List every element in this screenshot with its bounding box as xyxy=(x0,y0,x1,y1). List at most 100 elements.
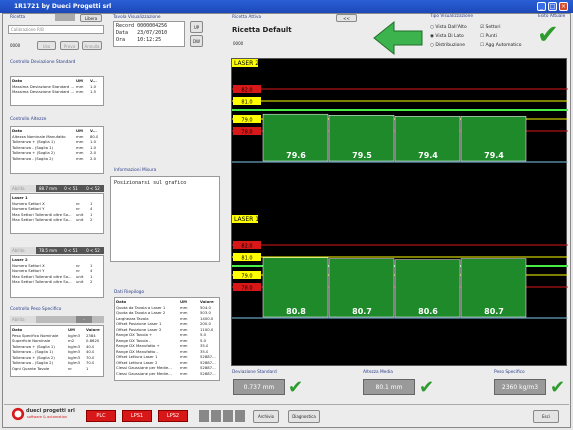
cell: 2.0 xyxy=(90,150,97,155)
laser1-tab-s2[interactable]: 0 < 52 xyxy=(86,186,100,191)
cell: mm xyxy=(76,155,84,161)
col-dato: Dato xyxy=(12,327,23,332)
down-button[interactable]: DW xyxy=(190,35,203,47)
laser1-tab-mm[interactable]: 88.7 mm xyxy=(39,186,57,191)
table-row[interactable]: Max Settori Tolleranti oltre So... unit 2 xyxy=(12,279,102,285)
laser-title: LASER 2 xyxy=(234,60,259,67)
dev-result-value: 0.737 mm xyxy=(233,379,285,395)
back-button[interactable]: << xyxy=(336,14,357,22)
col-val: V... xyxy=(90,78,97,83)
cell: 52887... xyxy=(200,365,216,370)
cell: 70.0 xyxy=(86,354,95,360)
table-row[interactable]: Offset Posizione Laser 2 mm 1100.0 xyxy=(116,327,218,333)
cell: unit xyxy=(76,211,84,217)
cell: 504.0 xyxy=(200,304,211,310)
radio-distribuzione[interactable]: ○ Distribuzione xyxy=(430,43,465,48)
table-row[interactable]: Range DX Tavola - mm 5.0 xyxy=(116,338,218,344)
check-agg-auto[interactable]: ☐ Agg Automatico xyxy=(480,43,522,48)
measure-chart[interactable]: LASER 2 82.0 81.0 79.0 78.0 79.6 79.5 79.4 79.4 L… xyxy=(231,58,568,366)
table-row[interactable]: Superficie Nominale m2 0.8620 xyxy=(12,338,102,344)
table-row[interactable]: Quota da Tavola a Laser 1 mm 504.0 xyxy=(116,305,218,311)
bar xyxy=(394,259,461,318)
table-row[interactable]: Max Settori Tolleranti oltre So... unit 1 xyxy=(12,274,102,280)
prova-button[interactable]: Prova xyxy=(60,41,79,50)
chart-svg: LASER 2 82.0 81.0 79.0 78.0 79.6 79.5 79.4 79.4 L… xyxy=(232,59,568,319)
table-row[interactable]: Tolleranza + (Soglia 2) kg/m3 70.0 xyxy=(12,355,102,361)
table-row[interactable]: Numero Settori X nr 1 xyxy=(12,201,102,207)
arrow-left-icon[interactable] xyxy=(372,20,424,56)
table-row[interactable]: Tolleranza - (Soglia 2) kg/m3 70.0 xyxy=(12,360,102,366)
cell: Offset Posizione Laser 2 xyxy=(116,326,162,332)
lps2-button[interactable]: LPS2 xyxy=(158,410,188,422)
peso-minus-button[interactable]: - xyxy=(76,316,92,323)
table-row[interactable]: Offset Lettura Laser 1 mm 52887... xyxy=(116,354,218,360)
check-punti[interactable]: ☐ Punti xyxy=(480,34,497,39)
cell: kg/m3 xyxy=(68,332,81,338)
bar xyxy=(394,116,461,162)
table-row[interactable]: Offset Posizione Laser 1 mm 200.0 xyxy=(116,321,218,327)
check-agg-auto-label: Agg Automatico xyxy=(485,43,522,48)
table-row[interactable]: Numero Settori Y nr 4 xyxy=(12,206,102,212)
table-row[interactable]: Max Settori Tolleranti oltre So... unit 1 xyxy=(12,212,102,218)
table-row[interactable]: Tolleranza - (Soglia 1) kg/m3 40.0 xyxy=(12,349,102,355)
table-row[interactable]: Peso Specifico Nominale kg/m3 2384 xyxy=(12,333,102,339)
esci-button[interactable]: Esci xyxy=(533,410,559,423)
table-row[interactable]: Max Settori Tolleranti oltre So... unit 2 xyxy=(12,217,102,223)
peso-result-label: Peso Specifico xyxy=(494,370,525,375)
table-row[interactable]: Larghezza Tavola mm 1400.0 xyxy=(116,316,218,322)
table-row[interactable]: Tolleranza + (Soglia 1) mm 1.0 xyxy=(12,139,102,145)
ricetta-select[interactable]: Calibrazione R/B xyxy=(8,25,104,34)
threshold-label: 78.0 xyxy=(241,130,252,136)
uso-button[interactable]: Uso xyxy=(37,41,56,50)
archivio-button[interactable]: Archivio xyxy=(253,410,279,423)
table-row[interactable]: Massima Deviazione Standard ... mm 1.5 xyxy=(12,89,102,95)
table-row[interactable]: Range DX Manufatto - mm 35.0 xyxy=(116,349,218,355)
lps1-button[interactable]: LPS1 xyxy=(122,410,152,422)
radio-vista-alto[interactable]: ○ Vista Dall'Alto xyxy=(430,25,467,30)
table-row[interactable]: Quota da Tavola a Laser 2 mm 503.0 xyxy=(116,310,218,316)
minimize-button[interactable]: _ xyxy=(537,2,546,11)
laser2-tab-s1[interactable]: 0 < 51 xyxy=(64,248,78,253)
table-row[interactable]: Tolleranza - (Soglia 2) mm 2.0 xyxy=(12,156,102,162)
peso-abilita-tab[interactable]: Abilita xyxy=(10,316,36,323)
table-row[interactable]: Range DX Manufatto + mm 35.0 xyxy=(116,343,218,349)
status-led-1 xyxy=(199,410,209,422)
cell: Tolleranza + (Soglia 2) xyxy=(12,354,55,360)
cell: 1.0 xyxy=(90,144,97,150)
table-row[interactable]: Clessi Gaussiane per Medie... mm 52887... xyxy=(116,371,218,377)
cell: 1 xyxy=(86,365,89,371)
plc-button[interactable]: PLC xyxy=(86,410,116,422)
cell: 1 xyxy=(90,200,93,206)
table-row[interactable]: Range DX Tavola + mm 5.0 xyxy=(116,332,218,338)
table-row[interactable]: Tolleranza + (Soglia 2) mm 2.0 xyxy=(12,150,102,156)
check-settori[interactable]: ☑ Settori xyxy=(480,25,501,30)
table-row[interactable]: Tolleranza + (Soglia 1) kg/m3 40.0 xyxy=(12,344,102,350)
bar-value-label: 80.7 xyxy=(352,307,372,316)
col-um: UM xyxy=(180,299,187,304)
table-row[interactable]: Numero Settori Y nr 4 xyxy=(12,268,102,274)
cell: mm xyxy=(76,89,84,94)
table-row[interactable]: Clessi Gaussiane per Medie... mm 52887... xyxy=(116,365,218,371)
annulla-button[interactable]: Annulla xyxy=(82,41,102,50)
up-button[interactable]: UP xyxy=(190,21,203,33)
table-row[interactable]: Offset Lettura Laser 2 mm 52887... xyxy=(116,360,218,366)
libera-button[interactable]: Libera xyxy=(80,14,102,22)
laser2-tab-mm[interactable]: 78.5 mm xyxy=(39,248,57,253)
table-row[interactable]: Ogni Quante Tavole nr 1 xyxy=(12,366,102,372)
diagnostica-button[interactable]: Diagnostica xyxy=(288,410,320,423)
table-row[interactable]: Tolleranza - (Soglia 1) mm 1.0 xyxy=(12,145,102,151)
col-um: UM xyxy=(76,78,83,83)
table-row[interactable]: Massima Deviazione Standard ... mm 1.0 xyxy=(12,84,102,90)
radio-vista-lato[interactable]: ◉ Vista Di Lato xyxy=(430,34,464,39)
table-row[interactable]: Numero Settori X nr 1 xyxy=(12,263,102,269)
laser2-abilita-tab[interactable]: Abilita xyxy=(10,247,36,254)
laser1-abilita-tab[interactable]: Abilita xyxy=(10,185,36,192)
dev-check-icon: ✔ xyxy=(288,377,304,398)
laser1-tabstrip: Abilita 88.7 mm 0 < 51 0 < 52 xyxy=(10,185,104,192)
maximize-button[interactable]: □ xyxy=(548,2,557,11)
close-button[interactable]: × xyxy=(559,2,568,11)
laser1-tab-s1[interactable]: 0 < 51 xyxy=(64,186,78,191)
laser2-tab-s2[interactable]: 0 < 52 xyxy=(86,248,100,253)
table-row[interactable]: Altezza Nominale Manufatto mm 80.0 xyxy=(12,134,102,140)
tipo-vis-label: Tipo Visualizzazione xyxy=(430,14,474,19)
